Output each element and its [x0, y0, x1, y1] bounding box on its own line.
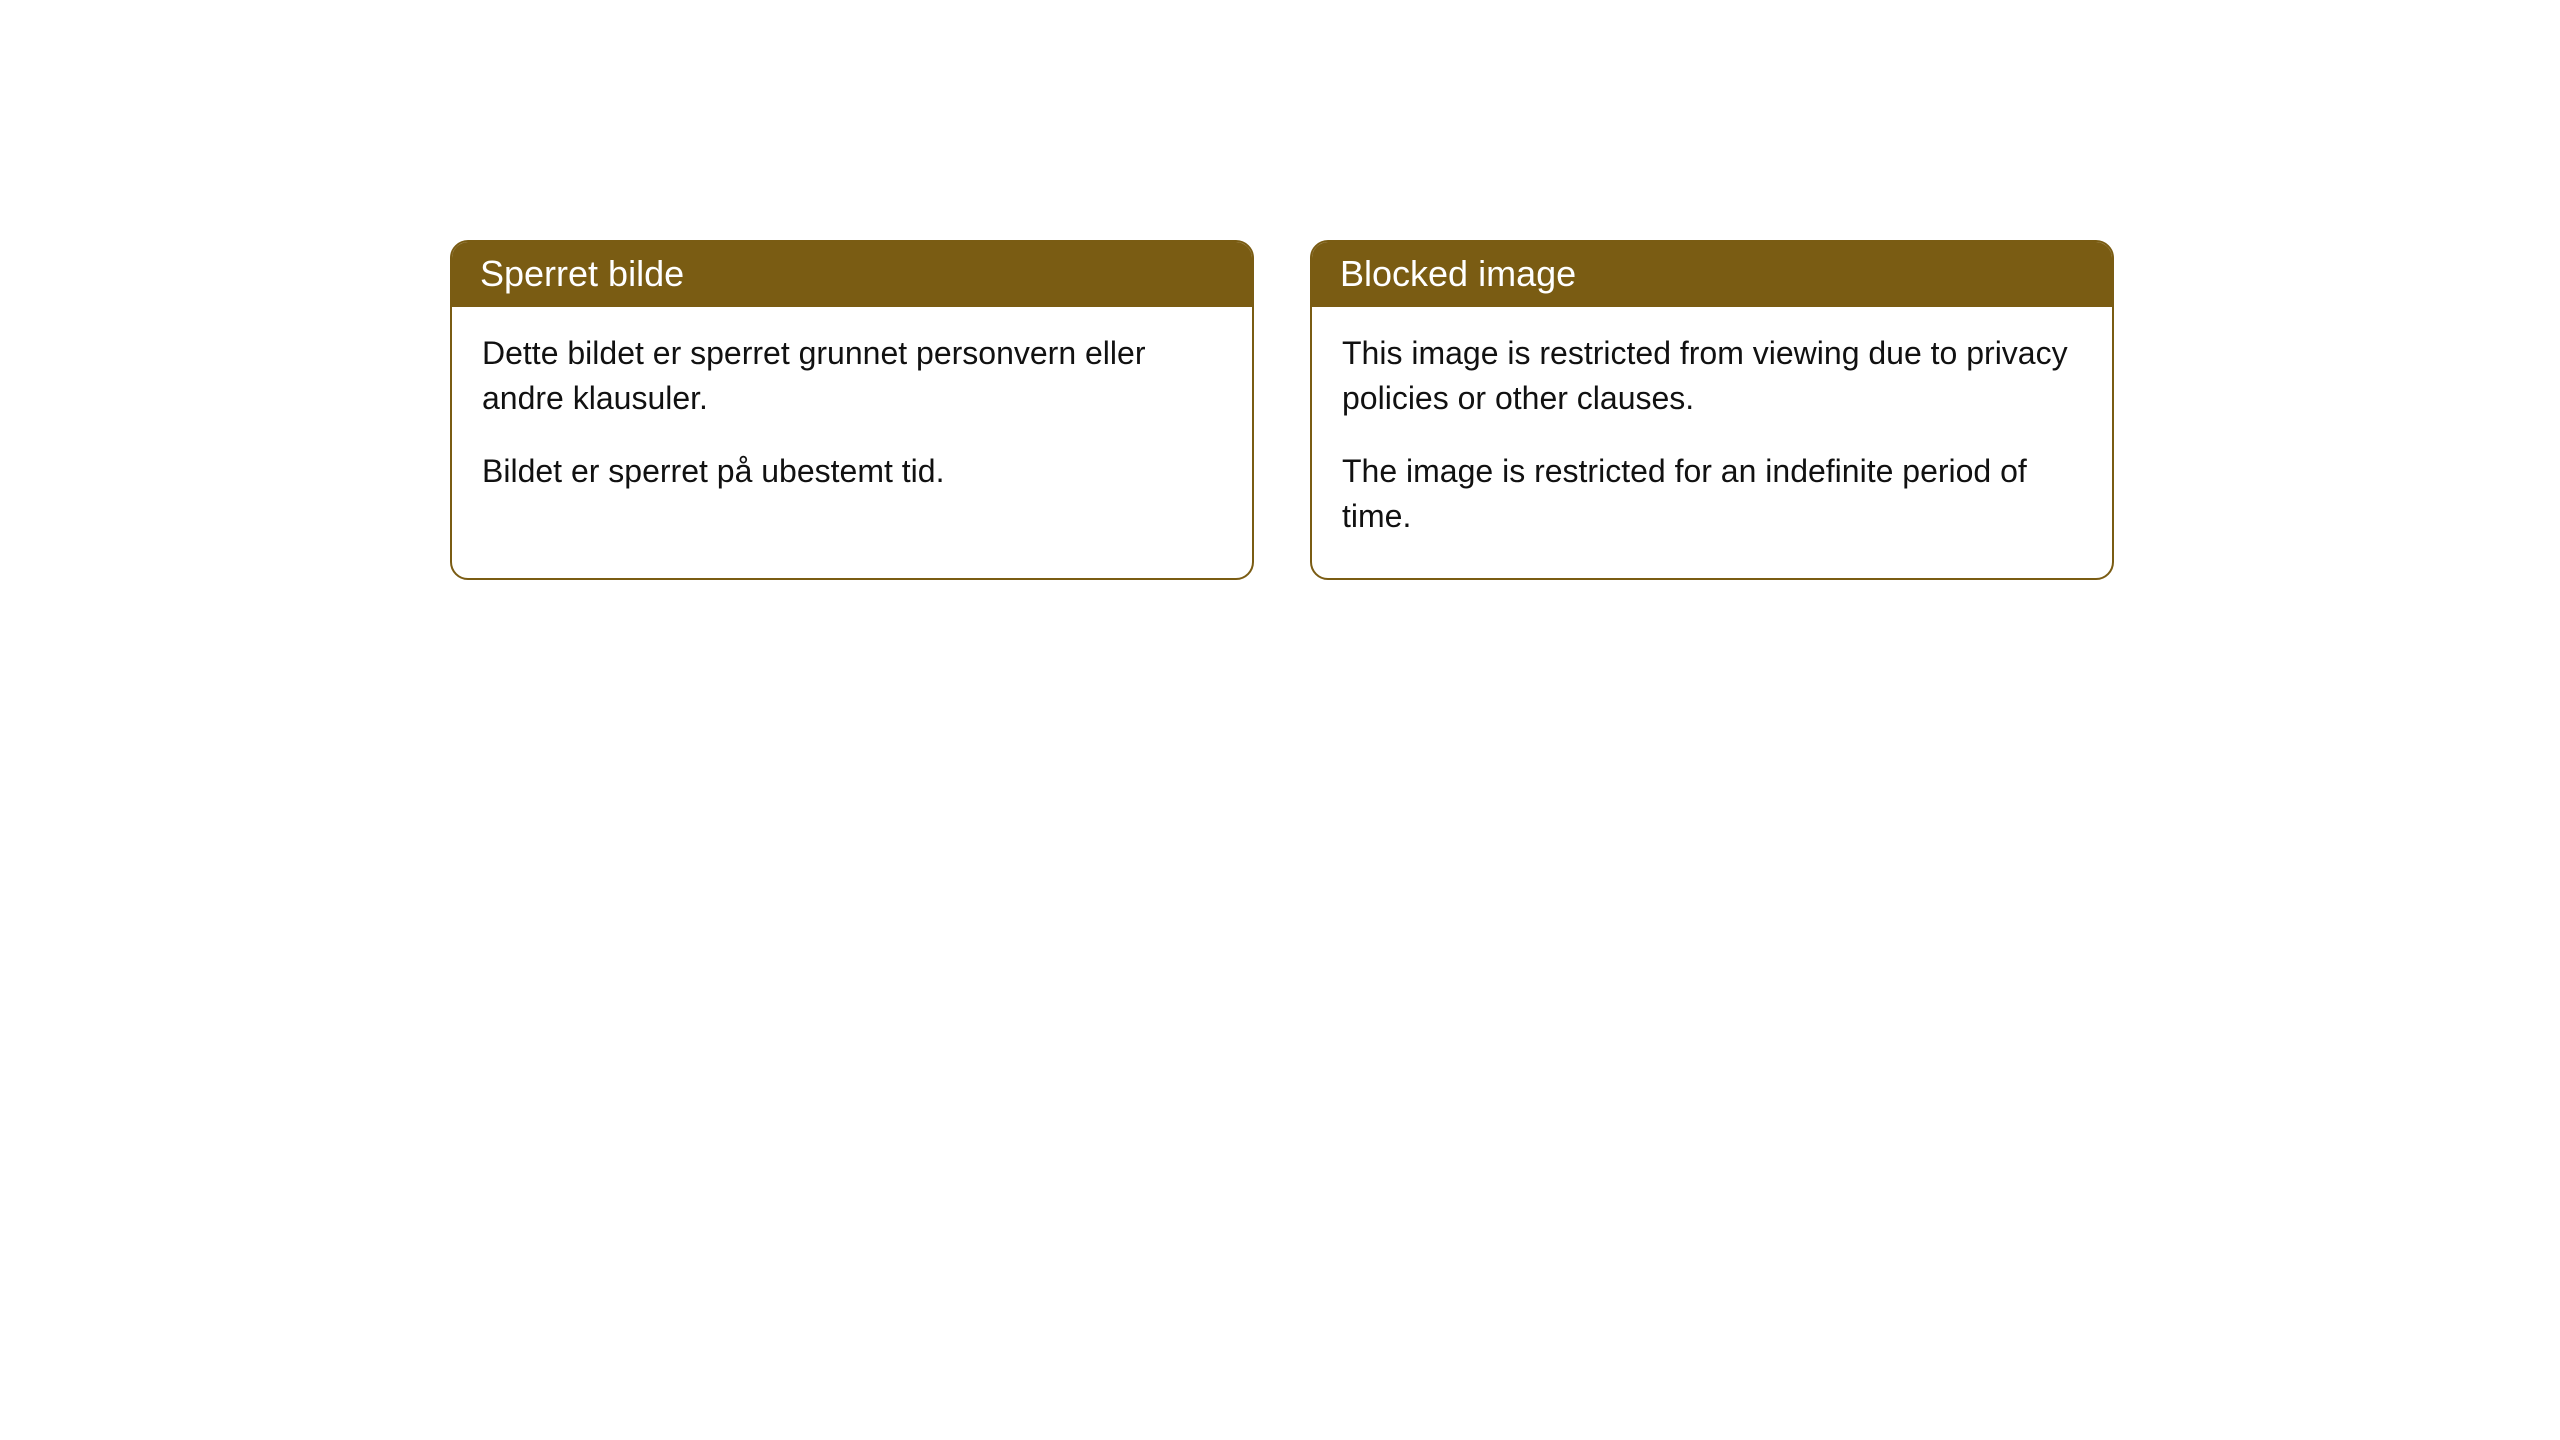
card-paragraph: Bildet er sperret på ubestemt tid.	[482, 449, 1222, 494]
card-body: Dette bildet er sperret grunnet personve…	[452, 307, 1252, 533]
card-header: Blocked image	[1312, 242, 2112, 307]
card-header: Sperret bilde	[452, 242, 1252, 307]
card-container: Sperret bilde Dette bildet er sperret gr…	[450, 240, 2560, 580]
notice-card-english: Blocked image This image is restricted f…	[1310, 240, 2114, 580]
card-paragraph: This image is restricted from viewing du…	[1342, 331, 2082, 421]
card-paragraph: Dette bildet er sperret grunnet personve…	[482, 331, 1222, 421]
card-paragraph: The image is restricted for an indefinit…	[1342, 449, 2082, 539]
card-body: This image is restricted from viewing du…	[1312, 307, 2112, 578]
notice-card-norwegian: Sperret bilde Dette bildet er sperret gr…	[450, 240, 1254, 580]
